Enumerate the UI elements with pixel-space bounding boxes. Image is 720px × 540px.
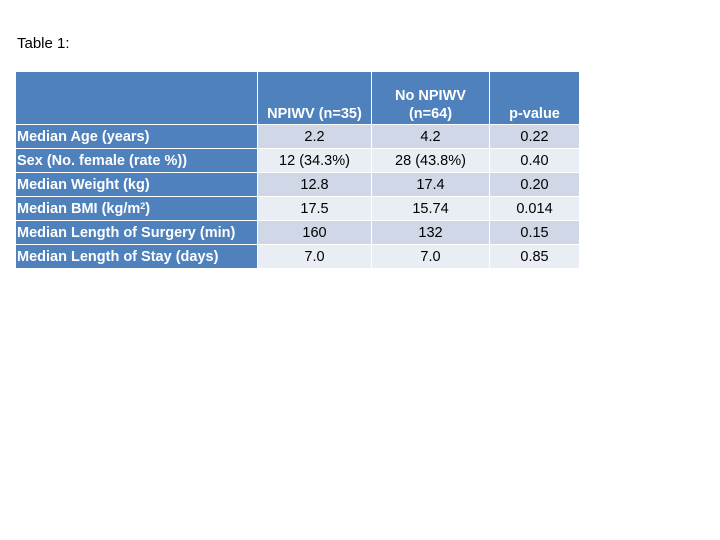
cell-no-npiwv: 7.0	[371, 244, 490, 269]
table-row: Median Age (years) 2.2 4.2 0.22	[15, 124, 580, 149]
cell-p-value: 0.15	[489, 220, 580, 245]
table-caption: Table 1:	[17, 35, 70, 52]
cell-p-value: 0.20	[489, 172, 580, 197]
row-label: Median BMI (kg/m2)	[15, 196, 258, 221]
cell-npiwv: 12 (34.3%)	[257, 148, 372, 173]
cell-npiwv: 17.5	[257, 196, 372, 221]
table-row: Median Weight (kg) 12.8 17.4 0.20	[15, 172, 580, 197]
header-row: NPIWV (n=35) No NPIWV (n=64) p-value	[15, 71, 580, 125]
row-label: Sex (No. female (rate %))	[15, 148, 258, 173]
row-label-superscript: 2	[140, 200, 146, 211]
cell-no-npiwv: 4.2	[371, 124, 490, 149]
cell-no-npiwv: 17.4	[371, 172, 490, 197]
header-npiwv: NPIWV (n=35)	[257, 71, 372, 125]
cell-npiwv: 160	[257, 220, 372, 245]
row-label: Median Length of Stay (days)	[15, 244, 258, 269]
cell-p-value: 0.40	[489, 148, 580, 173]
row-label-main: Median BMI (kg/m	[17, 200, 141, 217]
table-row: Median Length of Stay (days) 7.0 7.0 0.8…	[15, 244, 580, 269]
cell-npiwv: 12.8	[257, 172, 372, 197]
header-corner	[15, 71, 258, 125]
row-label: Median Weight (kg)	[15, 172, 258, 197]
row-label: Median Age (years)	[15, 124, 258, 149]
results-table: NPIWV (n=35) No NPIWV (n=64) p-value Med…	[15, 71, 580, 269]
row-label: Median Length of Surgery (min)	[15, 220, 258, 245]
cell-no-npiwv: 15.74	[371, 196, 490, 221]
cell-p-value: 0.014	[489, 196, 580, 221]
table-row: Median BMI (kg/m2) 17.5 15.74 0.014	[15, 196, 580, 221]
cell-p-value: 0.22	[489, 124, 580, 149]
cell-no-npiwv: 28 (43.8%)	[371, 148, 490, 173]
header-p-value: p-value	[489, 71, 580, 125]
row-label-end: )	[145, 200, 151, 217]
header-no-npiwv: No NPIWV (n=64)	[371, 71, 490, 125]
table-row: Median Length of Surgery (min) 160 132 0…	[15, 220, 580, 245]
cell-p-value: 0.85	[489, 244, 580, 269]
cell-npiwv: 2.2	[257, 124, 372, 149]
cell-no-npiwv: 132	[371, 220, 490, 245]
table-row: Sex (No. female (rate %)) 12 (34.3%) 28 …	[15, 148, 580, 173]
cell-npiwv: 7.0	[257, 244, 372, 269]
